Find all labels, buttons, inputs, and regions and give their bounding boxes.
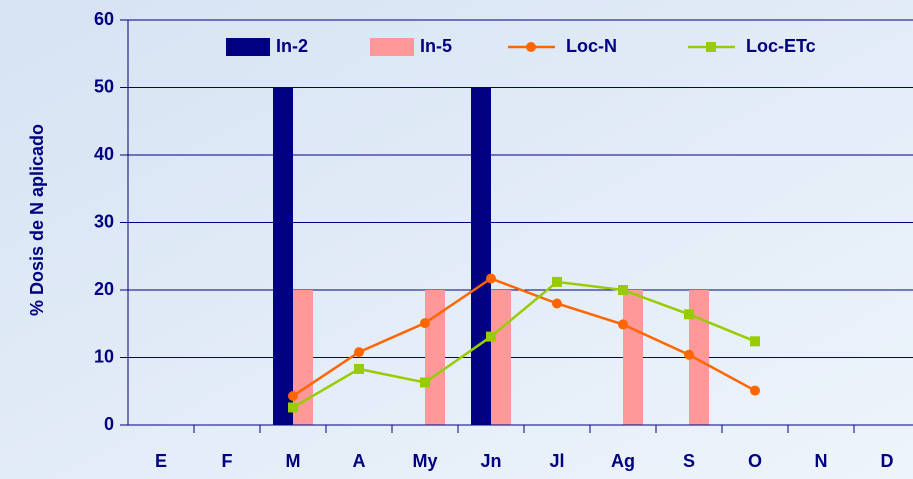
marker xyxy=(684,349,694,360)
marker xyxy=(420,377,430,388)
x-tick-label: O xyxy=(748,451,762,471)
bar xyxy=(623,290,643,425)
bar xyxy=(273,87,293,425)
y-axis-label: % Dosis de N aplicado xyxy=(27,124,47,316)
marker xyxy=(420,318,430,329)
x-tick-label: Jl xyxy=(549,451,564,471)
legend-label: Loc-N xyxy=(566,36,617,56)
line xyxy=(292,280,756,409)
legend-label: Loc-ETc xyxy=(746,36,816,56)
marker xyxy=(618,285,628,295)
y-tick-label: 10 xyxy=(94,346,114,366)
marker xyxy=(552,276,562,287)
x-tick-label: A xyxy=(353,451,366,471)
x-tick-label: F xyxy=(222,451,233,471)
y-tick-label: 30 xyxy=(94,211,114,231)
x-tick-label: M xyxy=(286,451,301,471)
x-tick-label: N xyxy=(815,451,828,471)
marker xyxy=(552,298,562,309)
marker xyxy=(750,336,760,347)
legend-marker xyxy=(526,42,536,52)
marker xyxy=(618,319,628,330)
y-tick-label: 20 xyxy=(94,279,114,299)
y-tick-label: 60 xyxy=(94,9,114,29)
line xyxy=(292,277,756,398)
legend-swatch xyxy=(226,38,270,56)
marker xyxy=(354,347,364,358)
y-tick-label: 50 xyxy=(94,76,114,96)
legend-label: In-2 xyxy=(276,36,308,56)
x-tick-label: D xyxy=(881,451,894,471)
y-tick-label: 0 xyxy=(104,414,114,434)
marker xyxy=(288,402,298,413)
legend-label: In-5 xyxy=(420,36,452,56)
bar xyxy=(491,290,511,425)
x-tick-label: E xyxy=(155,451,167,471)
x-tick-label: S xyxy=(683,451,695,471)
bar xyxy=(471,87,491,425)
marker xyxy=(750,385,760,396)
marker xyxy=(486,331,496,342)
marker xyxy=(684,309,694,320)
x-tick-label: Jn xyxy=(480,451,501,471)
legend-swatch xyxy=(370,38,414,56)
x-tick-label: Ag xyxy=(611,451,635,471)
marker xyxy=(354,363,364,374)
marker xyxy=(288,390,298,401)
y-tick-label: 40 xyxy=(94,144,114,164)
marker xyxy=(486,273,496,284)
legend-marker xyxy=(706,42,716,52)
x-tick-label: My xyxy=(412,451,437,471)
bar xyxy=(425,290,445,425)
bar xyxy=(689,290,709,425)
